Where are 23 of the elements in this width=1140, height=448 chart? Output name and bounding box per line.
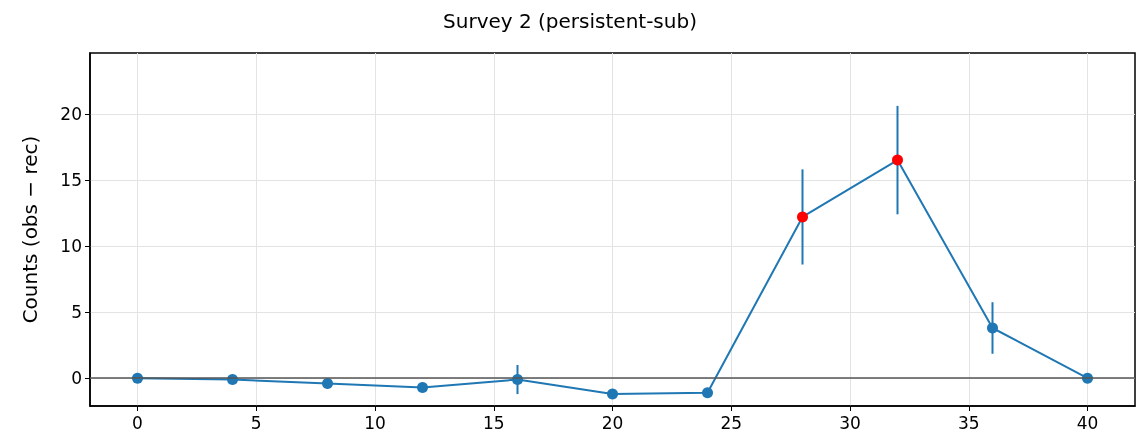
x-tick-label: 25 <box>720 412 743 433</box>
point <box>892 154 903 166</box>
y-tick-label: 20 <box>60 103 82 124</box>
x-tick-label: 20 <box>601 412 624 433</box>
y-tick-label: 5 <box>71 302 82 323</box>
x-tick-label: 0 <box>132 412 143 433</box>
y-tick-label: 0 <box>71 368 82 389</box>
point <box>987 322 998 334</box>
y-tick-label: 15 <box>60 169 82 190</box>
y-axis-title: Counts (obs − rec) <box>18 135 42 324</box>
x-tick-label: 5 <box>250 412 262 433</box>
point <box>322 378 333 390</box>
x-tick-label: 40 <box>1076 412 1099 433</box>
point <box>797 211 808 223</box>
y-tick-label: 10 <box>60 236 82 257</box>
point <box>417 381 428 393</box>
chart-title: Survey 2 (persistent-sub) <box>443 9 697 33</box>
x-tick-label: 10 <box>364 412 386 433</box>
point <box>702 387 713 399</box>
point <box>607 388 618 400</box>
x-tick-label: 35 <box>957 412 980 433</box>
x-tick-label: 15 <box>482 412 505 433</box>
x-tick-label: 30 <box>839 412 861 433</box>
